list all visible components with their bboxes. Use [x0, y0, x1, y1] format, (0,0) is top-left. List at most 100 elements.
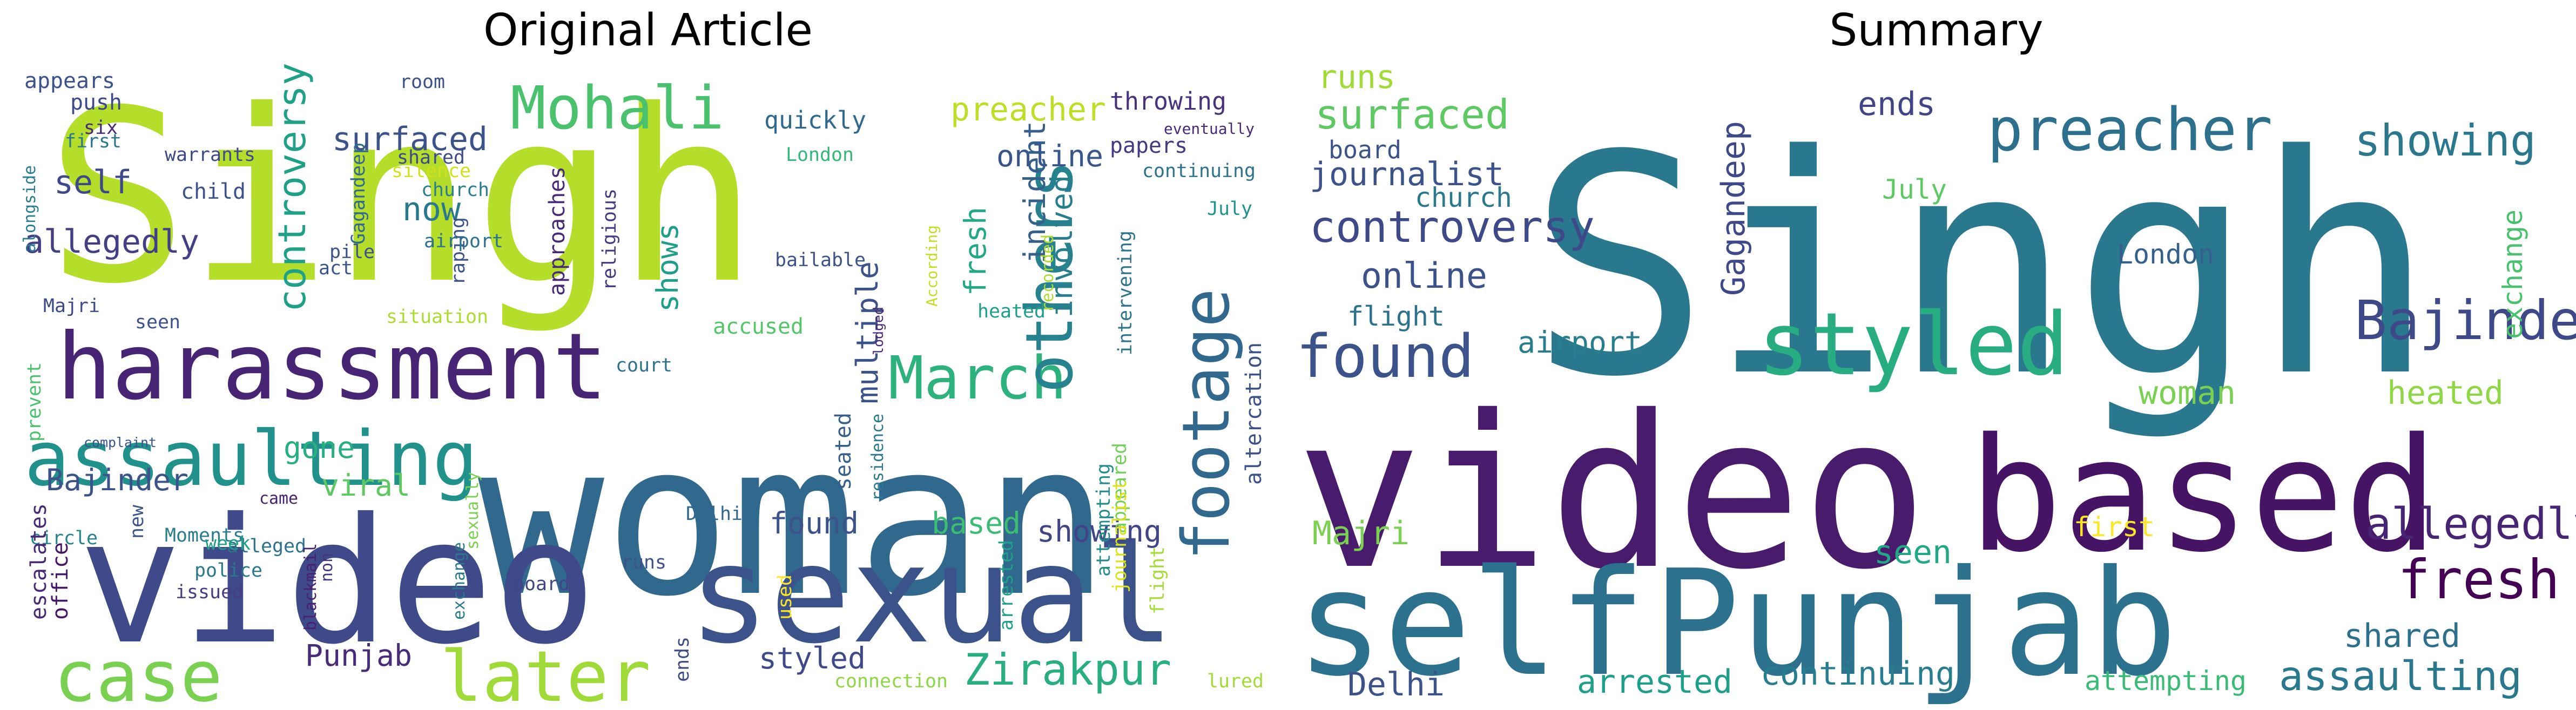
word-appeared: appeared [1109, 443, 1131, 533]
word-found: found [770, 506, 859, 540]
word-march: March [888, 343, 1067, 413]
word-delhi: Delhi [686, 503, 743, 525]
word-police: police [194, 560, 262, 581]
panel-title-original-article: Original Article [483, 5, 813, 56]
word-seated: seated [831, 413, 856, 490]
word-self: self [54, 164, 132, 201]
word-connection: connection [834, 671, 948, 692]
word-bajinder: Bajinder [46, 463, 188, 497]
word-harassment: harassment [57, 314, 608, 421]
word-intervening: intervening [1115, 231, 1136, 355]
word-fresh: fresh [2398, 548, 2560, 611]
word-based: based [1968, 405, 2438, 587]
word-continuing: continuing [1761, 655, 1955, 693]
word-situation: situation [386, 306, 488, 328]
word-first: first [65, 131, 122, 152]
word-new: new [126, 504, 148, 539]
word-assaulting: assaulting [24, 415, 478, 503]
word-quickly: quickly [764, 106, 866, 134]
word-shared: shared [397, 147, 465, 168]
word-controversy: controversy [270, 63, 314, 312]
word-escalates: escalates [26, 503, 51, 620]
word-shows: shows [650, 223, 685, 312]
word-later: later [440, 635, 651, 710]
word-footage: footage [1169, 288, 1244, 560]
word-heated: heated [977, 301, 1046, 322]
word-showing: showing [2355, 116, 2536, 166]
word-heated: heated [2387, 374, 2504, 412]
word-religious: religious [599, 188, 621, 290]
word-airport: airport [424, 231, 503, 252]
word-seen: seen [135, 312, 180, 333]
word-majri: Majri [43, 295, 100, 317]
word-journalist: journalist [1310, 155, 1504, 193]
word-case: case [54, 635, 222, 710]
word-came: came [259, 489, 298, 508]
word-singh: Singh [46, 59, 759, 336]
word-gagandeep: Gagandeep [348, 143, 369, 245]
word-accused: accused [713, 314, 804, 339]
word-delhi: Delhi [1347, 666, 1445, 704]
word-showing: showing [1037, 514, 1162, 549]
word-board: board [513, 573, 570, 595]
word-room: room [400, 71, 445, 93]
word-others: others [1013, 160, 1088, 393]
word-styled: styled [1758, 294, 2069, 395]
word-fresh: fresh [958, 207, 993, 296]
word-allegedly: allegedly [24, 223, 199, 261]
word-exchange: exchange [2497, 209, 2528, 339]
word-woman: woman [2139, 374, 2236, 412]
word-runs: runs [621, 552, 666, 573]
word-according: According [923, 225, 941, 307]
word-ends: ends [672, 637, 693, 682]
word-punjab: Punjab [1653, 538, 2177, 708]
word-first: first [2074, 511, 2155, 543]
word-issued: issued [176, 581, 244, 603]
word-church: church [1415, 182, 1512, 213]
word-child: child [181, 179, 246, 204]
word-pile: pile [329, 241, 375, 263]
word-preacher: preacher [950, 91, 1106, 129]
word-court: court [616, 355, 672, 376]
word-allegedly: allegedly [2365, 499, 2576, 549]
word-self: self [1296, 538, 1646, 708]
word-bajinder: Bajinder [2355, 289, 2576, 352]
word-gone: gone [284, 430, 355, 465]
word-shared: shared [2344, 617, 2460, 655]
word-incident: incident [1017, 121, 1052, 263]
word-arrested: arrested [1577, 663, 1732, 701]
word-video: video [78, 482, 597, 682]
word-throwing: throwing [1110, 87, 1226, 116]
word-moments: Moments [165, 525, 244, 546]
word-lured: lured [1207, 671, 1264, 692]
word-eventually: eventually [1164, 120, 1255, 138]
word-act: act [319, 258, 353, 279]
word-raping: raping [448, 217, 469, 285]
word-silence: silence [392, 160, 471, 182]
word-recorded: recorded [1039, 234, 1057, 312]
word-non: non [318, 553, 336, 582]
word-video: video [1296, 370, 1928, 616]
word-approaches: approaches [545, 166, 570, 296]
word-attempting: attempting [1093, 463, 1115, 577]
word-warrants: warrants [165, 144, 255, 166]
word-board: board [1329, 136, 1401, 164]
word-papers: papers [1110, 133, 1188, 158]
word-push: push [70, 90, 122, 115]
word-now: now [402, 191, 461, 228]
word-london: London [786, 144, 854, 166]
word-arrested: arrested [996, 540, 1017, 631]
word-church: church [421, 179, 489, 201]
word-alleged: alleged [227, 536, 306, 557]
word-lodged: lodged [871, 307, 886, 355]
word-complaint: complaint [84, 435, 157, 450]
word-woman: woman [478, 397, 1110, 643]
word-sexually: sexually [463, 472, 482, 550]
word-ends: ends [1858, 85, 1936, 123]
word-zirakpur: Zirakpur [964, 645, 1171, 695]
word-flight: flight [1147, 546, 1169, 614]
word-altercation: altercation [1242, 342, 1266, 485]
word-styled: styled [759, 641, 866, 675]
